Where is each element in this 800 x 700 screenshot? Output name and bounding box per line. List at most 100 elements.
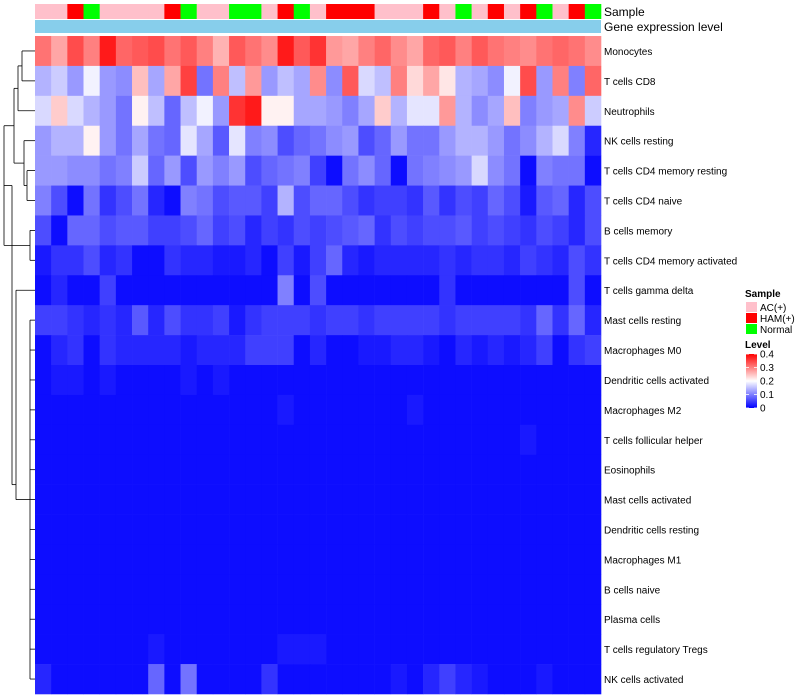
heatmap-cell (212, 574, 230, 605)
heatmap-cell (471, 664, 489, 695)
row-label: Dendritic cells activated (604, 376, 709, 387)
heatmap-cell (67, 365, 84, 396)
heatmap-cell (374, 484, 392, 515)
heatmap-cell (309, 604, 327, 635)
heatmap-cell (35, 125, 52, 156)
heatmap-cell (552, 335, 569, 366)
row-label: B cells naive (604, 585, 661, 596)
heatmap-cell (229, 484, 246, 515)
heatmap-cell (406, 514, 424, 545)
heatmap-cell (164, 664, 181, 695)
heatmap-cell (245, 215, 262, 246)
heatmap-cell (277, 604, 295, 635)
heatmap-cell (439, 245, 456, 276)
heatmap-cell (196, 634, 214, 665)
heatmap-cell (520, 245, 537, 276)
row-label: Macrophages M0 (604, 346, 682, 357)
heatmap-cell (99, 394, 117, 426)
heatmap-cell (487, 604, 505, 635)
heatmap-cell (115, 125, 133, 156)
heatmap-cell (326, 155, 343, 186)
heatmap-cell (180, 215, 198, 246)
heatmap-cell (293, 245, 311, 276)
heatmap-cell (115, 275, 133, 306)
heatmap-cell (520, 95, 537, 127)
heatmap-cell (536, 424, 553, 456)
heatmap-cell (229, 604, 246, 635)
heatmap-cell (423, 574, 440, 605)
heatmap-cell (277, 305, 295, 336)
legend-tick-label: 0.4 (760, 350, 774, 361)
heatmap-cell (439, 305, 456, 336)
heatmap-cell (358, 36, 375, 67)
heatmap-cell (568, 634, 586, 665)
heatmap-cell (406, 305, 424, 336)
heatmap-cell (261, 36, 278, 67)
heatmap-cell (67, 36, 84, 67)
heatmap-cell (406, 65, 424, 97)
heatmap-cell (164, 424, 181, 456)
heatmap-cell (439, 36, 456, 67)
heatmap-cell (536, 484, 553, 515)
heatmap-cell (309, 245, 327, 276)
heatmap-cell (83, 544, 100, 575)
heatmap-cell (520, 544, 537, 575)
heatmap-cell (568, 125, 586, 156)
heatmap-cell (115, 634, 133, 665)
row-label: B cells memory (604, 226, 672, 237)
heatmap-cell (229, 574, 246, 605)
sample-annotation-cell (309, 4, 327, 19)
heatmap-cell (520, 394, 537, 426)
heatmap-cells (35, 36, 602, 695)
heatmap-cell (35, 185, 52, 216)
heatmap-cell (374, 125, 392, 156)
row-label: Monocytes (604, 47, 652, 58)
heatmap-cell (229, 95, 246, 127)
heatmap-cell (67, 454, 84, 485)
heatmap-cell (83, 36, 100, 67)
heatmap-cell (261, 604, 278, 635)
heatmap-cell (132, 245, 149, 276)
heatmap-cell (148, 544, 165, 575)
heatmap-cell (164, 305, 181, 336)
heatmap-cell (503, 275, 521, 306)
heatmap-cell (487, 454, 505, 485)
heatmap-cell (390, 454, 408, 485)
heatmap-cell (229, 514, 246, 545)
heatmap-cell (309, 36, 327, 67)
heatmap-cell (277, 335, 295, 366)
heatmap-cell (503, 185, 521, 216)
heatmap-cell (487, 634, 505, 665)
heatmap-cell (132, 574, 149, 605)
heatmap-cell (180, 275, 198, 306)
heatmap-cell (584, 514, 602, 545)
heatmap-cell (503, 574, 521, 605)
heatmap-cell (51, 155, 68, 186)
heatmap-cell (277, 424, 295, 456)
row-label: Mast cells resting (604, 316, 681, 327)
heatmap-cell (342, 394, 359, 426)
heatmap-cell (455, 664, 472, 695)
heatmap-cell (115, 245, 133, 276)
heatmap-cell (471, 365, 489, 396)
heatmap-cell (196, 424, 214, 456)
heatmap-cell (358, 544, 375, 575)
heatmap-cell (439, 65, 456, 97)
heatmap-cell (99, 365, 117, 396)
row-label: T cells CD4 memory resting (604, 167, 727, 178)
heatmap-cell (406, 125, 424, 156)
heatmap-cell (552, 514, 569, 545)
heatmap-cell (342, 185, 359, 216)
heatmap-cell (439, 634, 456, 665)
sample-annotation-cell (51, 4, 68, 19)
heatmap-cell (390, 365, 408, 396)
heatmap-cell (99, 185, 117, 216)
heatmap-cell (51, 335, 68, 366)
heatmap-cell (35, 305, 52, 336)
heatmap-cell (406, 664, 424, 695)
sample-annotation-cell (471, 4, 489, 19)
heatmap-cell (196, 514, 214, 545)
heatmap-cell (406, 185, 424, 216)
heatmap-cell (487, 544, 505, 575)
row-label: NK cells activated (604, 675, 683, 686)
